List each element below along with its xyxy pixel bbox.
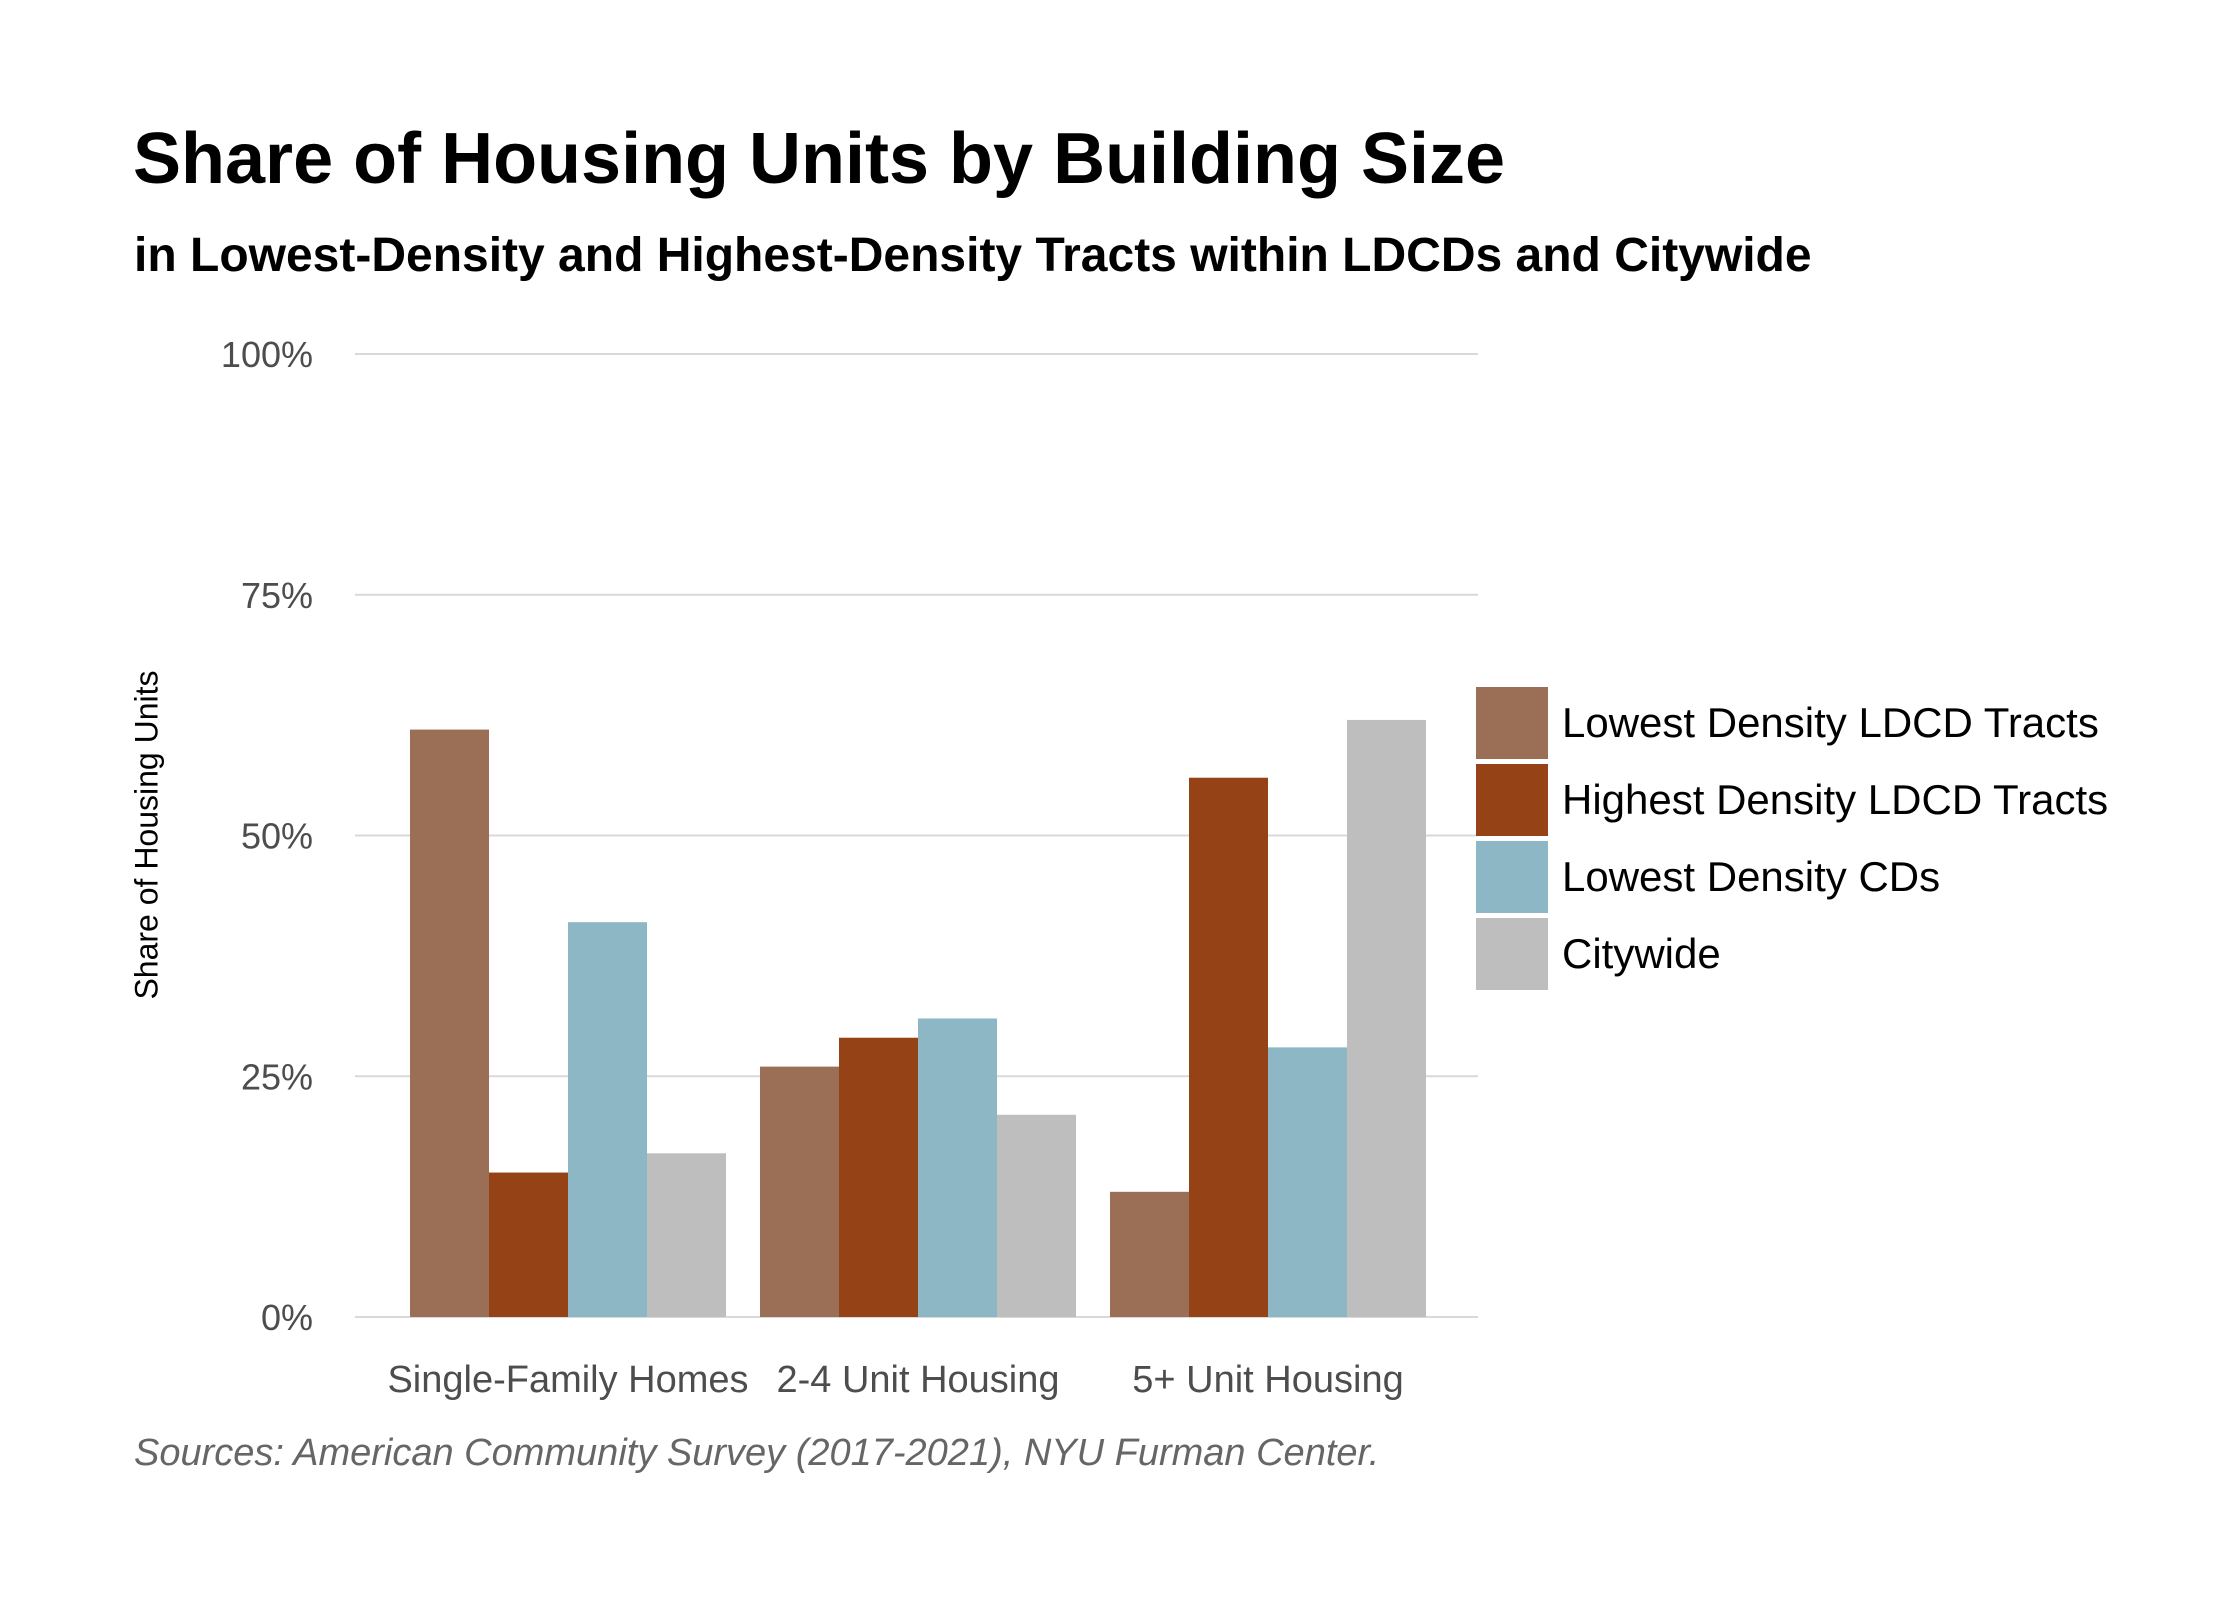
legend-label: Citywide [1562, 929, 1721, 977]
legend-label: Highest Density LDCD Tracts [1562, 775, 2109, 823]
x-category-label: 5+ Unit Housing [1132, 1359, 1403, 1401]
chart-title: Share of Housing Units by Building Size [133, 119, 1506, 199]
bar [997, 1114, 1076, 1317]
source-note: Sources: American Community Survey (2017… [134, 1432, 1380, 1474]
x-axis-categories: Single-Family Homes 2-4 Unit Housing 5+ Un… [387, 1359, 1403, 1401]
bar [1268, 1047, 1347, 1317]
legend-swatch [1476, 917, 1548, 990]
legend-item: Lowest Density LDCD Tracts [1476, 684, 2108, 761]
bars [410, 719, 1426, 1317]
legend-swatch [1476, 763, 1548, 836]
legend-item: Lowest Density CDs [1476, 838, 2108, 915]
y-tick-label: 25% [241, 1056, 313, 1097]
y-tick-label: 100% [221, 334, 313, 375]
x-category-label: Single-Family Homes [387, 1359, 748, 1401]
y-tick-label: 50% [241, 816, 313, 857]
chart-subtitle: in Lowest-Density and Highest-Density Tr… [134, 229, 1812, 282]
legend-label: Lowest Density CDs [1562, 852, 1941, 900]
legend-swatch [1476, 686, 1548, 759]
bar [918, 1018, 997, 1317]
bar [568, 922, 647, 1317]
bar [647, 1153, 726, 1317]
bar [760, 1066, 839, 1317]
bar [839, 1037, 918, 1317]
y-tick-label: 0% [261, 1297, 313, 1338]
legend-swatch [1476, 840, 1548, 913]
legend-label: Lowest Density LDCD Tracts [1562, 698, 2099, 746]
legend: Lowest Density LDCD Tracts Highest Densit… [1476, 684, 2108, 992]
y-tick-label: 75% [241, 575, 313, 616]
bar [1110, 1191, 1189, 1317]
legend-item: Citywide [1476, 915, 2108, 992]
y-axis-ticks: 0% 25% 50% 75% 100% [221, 334, 313, 1338]
legend-item: Highest Density LDCD Tracts [1476, 761, 2108, 838]
x-category-label: 2-4 Unit Housing [776, 1359, 1059, 1401]
bar [489, 1172, 568, 1317]
bar [410, 729, 489, 1317]
bar [1189, 777, 1268, 1317]
bar [1347, 719, 1426, 1317]
